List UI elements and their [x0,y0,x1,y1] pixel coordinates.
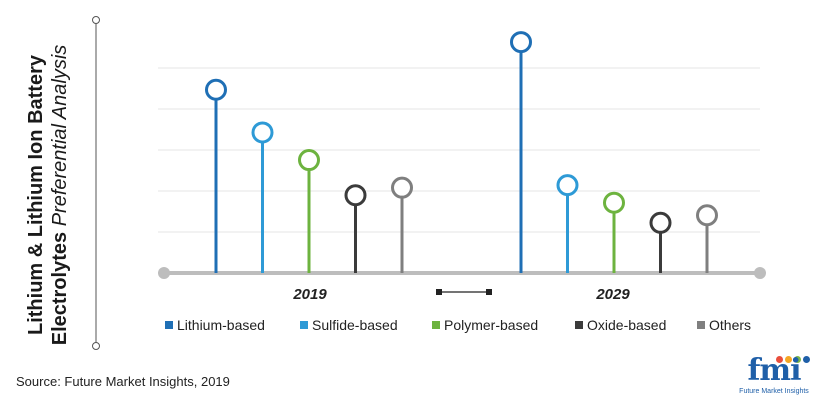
lollipop-head [603,191,625,214]
fmi-logo: fmi Future Market Insights [736,352,812,398]
logo-dot [794,356,801,363]
title-line2-bold: Electrolytes [49,231,71,346]
legend-swatch [165,321,173,329]
legend-swatch [300,321,308,329]
lollipop-head [251,121,274,144]
legend-label: Polymer-based [444,317,538,333]
logo-text: fmi [747,353,801,388]
legend: Lithium-based Sulfide-based Polymer-based O… [165,317,751,333]
logo-dot [785,356,792,363]
legend-label: Lithium-based [177,317,265,333]
logo-dot [803,356,810,363]
legend-swatch [575,321,583,329]
x-axis [158,267,766,279]
legend-swatch [697,321,705,329]
legend-label: Oxide-based [587,317,666,333]
axis-break-marker [436,289,492,295]
lollipop-head [344,184,367,207]
grid [158,67,760,233]
lollipop-head [298,149,320,172]
chart-title: Lithium & Lithium Ion Battery Electrolyt… [24,45,72,346]
logo-dots [776,350,812,368]
lollipop-head [391,176,413,199]
title-rule [92,16,100,350]
axis-right-cap [754,267,766,279]
category-label: 2019 [292,286,327,303]
lollipop-head [696,204,718,227]
lollipops [205,31,718,273]
logo-subtitle: Future Market Insights [739,388,809,395]
legend-label: Others [709,317,751,333]
legend-swatch [432,321,440,329]
logo-dot [776,356,783,363]
title-line2-italic: Preferential Analysis [49,44,71,227]
axis-left-cap [158,267,170,279]
lollipop-head [510,31,532,54]
lollipop-head [556,174,579,197]
legend-label: Sulfide-based [312,317,398,333]
source-note: Source: Future Market Insights, 2019 [16,374,230,389]
category-label: 2029 [595,286,630,303]
lollipop-head [205,78,227,101]
title-line2: Electrolytes Preferential Analysis [48,45,72,346]
title-line1: Lithium & Lithium Ion Battery [25,55,47,336]
lollipop-head [649,211,672,234]
category-labels: 2019 2029 [292,286,630,303]
